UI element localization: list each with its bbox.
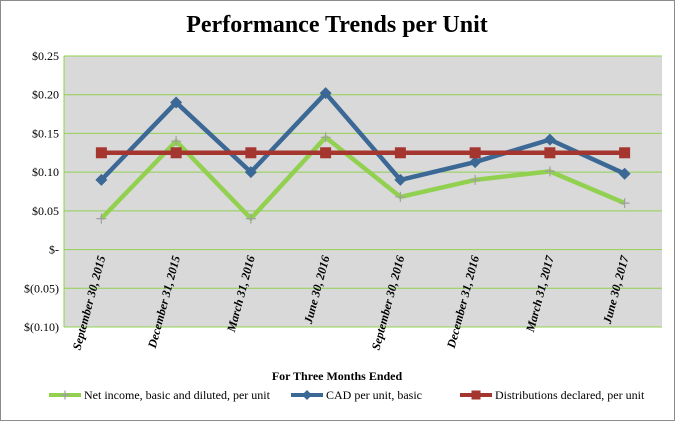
data-point [170, 147, 182, 159]
legend-marker [60, 390, 70, 400]
legend-marker [471, 390, 481, 400]
series-2 [95, 147, 631, 159]
legend-item: Net income, basic and diluted, per unit [49, 388, 271, 402]
x-axis-label: For Three Months Ended [272, 369, 403, 383]
data-point [469, 147, 481, 159]
chart-title: Performance Trends per Unit [186, 12, 488, 38]
data-point [543, 133, 556, 146]
data-point [619, 198, 630, 209]
data-point [245, 147, 257, 159]
data-point [469, 156, 482, 169]
data-point [320, 147, 332, 159]
data-point [96, 213, 107, 224]
legend-item: CAD per unit, basic [291, 388, 422, 402]
data-point [95, 147, 107, 159]
legend-item: Distributions declared, per unit [460, 388, 645, 402]
data-point [394, 173, 407, 186]
y-tick-label: $(0.10) [24, 320, 59, 334]
y-tick-label: $(0.05) [24, 281, 59, 295]
y-tick-label: $- [49, 243, 59, 257]
y-tick-label: $0.05 [32, 204, 59, 218]
data-point [395, 191, 406, 202]
data-point [171, 136, 182, 147]
legend-marker [302, 390, 312, 400]
data-point [319, 87, 332, 100]
data-point [170, 96, 183, 109]
legend-label: Distributions declared, per unit [495, 388, 645, 402]
legend-label: Net income, basic and diluted, per unit [84, 388, 271, 402]
y-tick-label: $0.10 [32, 165, 59, 179]
legend-label: CAD per unit, basic [326, 388, 422, 402]
y-tick-label: $0.15 [32, 126, 59, 140]
data-point [470, 174, 481, 185]
series-line [99, 90, 626, 183]
y-tick-label: $0.20 [32, 88, 59, 102]
plot-area [64, 56, 662, 327]
data-point [394, 147, 406, 159]
y-tick-label: $0.25 [32, 49, 59, 63]
data-point [244, 166, 257, 179]
data-point [95, 173, 108, 186]
data-point [618, 167, 631, 180]
data-point [320, 132, 331, 143]
series-1 [95, 87, 631, 186]
data-point [544, 166, 555, 177]
data-point [619, 147, 631, 159]
data-point [544, 147, 556, 159]
data-point [245, 213, 256, 224]
